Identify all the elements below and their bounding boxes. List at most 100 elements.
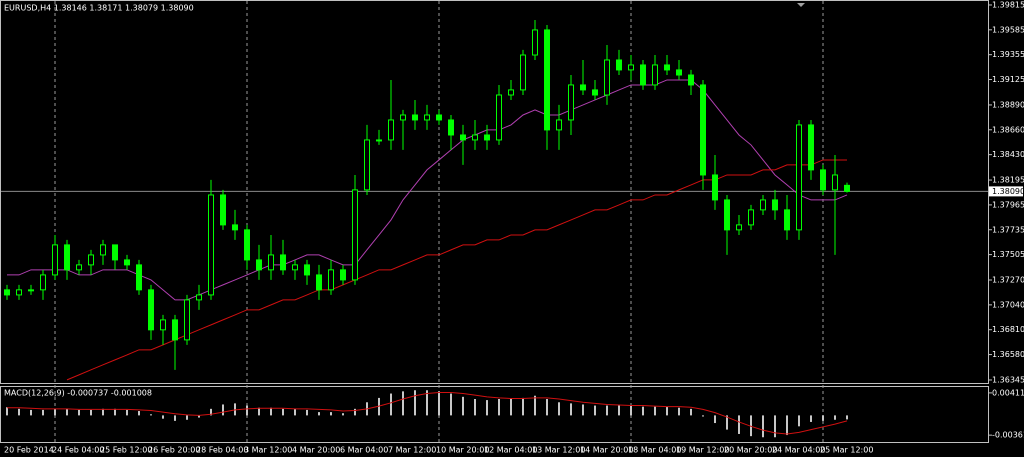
macd-bar: [342, 413, 344, 416]
candle-body: [220, 194, 226, 226]
candle-body: [460, 134, 466, 141]
candle-body: [196, 294, 202, 301]
x-tick-label: 18 Mar 04:00: [628, 446, 681, 455]
candle-body: [736, 224, 742, 231]
candle-body: [160, 319, 166, 331]
candle-body: [676, 69, 682, 76]
macd-bar: [474, 399, 476, 416]
macd-bar: [78, 409, 80, 416]
candle-body: [64, 244, 70, 271]
candle-body: [352, 189, 358, 281]
candle-body: [640, 64, 646, 86]
macd-bar: [714, 415, 716, 424]
macd-bar: [150, 414, 152, 416]
macd-bar: [102, 408, 104, 416]
macd-bar: [450, 393, 452, 416]
current-price-label: 1.38090: [992, 187, 1024, 196]
y-tick-label: 1.37965: [992, 200, 1024, 209]
candle-body: [256, 259, 262, 271]
candle-body: [472, 134, 478, 141]
y-tick-label: 1.38660: [992, 125, 1024, 134]
candle-body: [616, 59, 622, 71]
candle-body: [484, 134, 490, 141]
macd-bar: [402, 391, 404, 416]
candle-body: [328, 269, 334, 291]
macd-bar: [738, 415, 740, 434]
macd-bar: [378, 397, 380, 416]
y-tick-label: 1.39125: [992, 75, 1024, 84]
y-tick-label: 1.36345: [992, 375, 1024, 384]
candle-body: [208, 194, 214, 296]
candle-body: [364, 139, 370, 191]
macd-bar: [762, 415, 764, 438]
macd-bar: [6, 407, 8, 416]
macd-bar: [18, 408, 20, 416]
candle-body: [508, 89, 514, 96]
y-tick-label: -0.003613: [992, 431, 1024, 440]
y-tick-label: 1.36580: [992, 350, 1024, 359]
macd-bar: [834, 415, 836, 420]
candle-body: [376, 139, 382, 142]
macd-bar: [306, 409, 308, 416]
macd-bar: [546, 399, 548, 416]
macd-bar: [258, 407, 260, 416]
current-price-box: [989, 186, 1023, 197]
macd-bar: [138, 411, 140, 416]
y-tick-label: 0.004117: [992, 388, 1024, 397]
macd-bar: [390, 393, 392, 416]
macd-title: MACD(12,26,9) -0.000737 -0.001008: [4, 389, 152, 398]
macd-bar: [630, 405, 632, 416]
candle-body: [796, 124, 802, 231]
candle-body: [172, 319, 178, 341]
y-tick-label: 1.39585: [992, 25, 1024, 34]
x-tick-label: 25 Mar 12:00: [820, 446, 873, 455]
macd-bar: [234, 403, 236, 416]
x-tick-label: 24 Feb 04:00: [52, 446, 104, 455]
y-tick-label: 1.38890: [992, 100, 1024, 109]
macd-bar: [174, 415, 176, 421]
candle-body: [124, 259, 130, 266]
x-tick-label: 4 Mar 20:00: [292, 446, 340, 455]
y-tick-label: 1.38195: [992, 176, 1024, 185]
x-tick-label: 14 Mar 20:00: [580, 446, 633, 455]
candle-body: [544, 29, 550, 131]
candle-body: [292, 264, 298, 271]
x-tick-label: 6 Mar 04:00: [340, 446, 388, 455]
candle-body: [568, 84, 574, 121]
macd-bar: [666, 406, 668, 416]
candle-body: [604, 59, 610, 96]
candle-body: [268, 254, 274, 271]
candle-body: [100, 244, 106, 256]
candle-body: [772, 199, 778, 211]
x-tick-label: 26 Feb 20:00: [148, 446, 200, 455]
macd-bar: [618, 405, 620, 416]
macd-bar: [786, 415, 788, 436]
macd-bar: [522, 397, 524, 416]
macd-bar: [486, 400, 488, 416]
candle-body: [40, 274, 46, 291]
macd-bar: [438, 391, 440, 416]
candle-body: [808, 124, 814, 171]
macd-bar: [42, 409, 44, 416]
candle-body: [520, 54, 526, 91]
candle-body: [388, 119, 394, 141]
y-tick-label: 1.37505: [992, 250, 1024, 259]
macd-bar: [90, 409, 92, 416]
macd-bar: [330, 412, 332, 416]
candle-body: [748, 209, 754, 226]
macd-bar: [750, 415, 752, 437]
candle-body: [148, 289, 154, 331]
macd-bar: [354, 408, 356, 416]
x-tick-label: 7 Mar 12:00: [388, 446, 436, 455]
macd-bar: [66, 408, 68, 416]
macd-bar: [126, 409, 128, 416]
macd-bar: [270, 407, 272, 416]
macd-bar: [690, 408, 692, 416]
macd-bar: [114, 408, 116, 416]
y-tick-label: 1.38430: [992, 150, 1024, 159]
macd-bar: [774, 415, 776, 438]
macd-bar: [162, 415, 164, 419]
macd-bar: [318, 412, 320, 416]
